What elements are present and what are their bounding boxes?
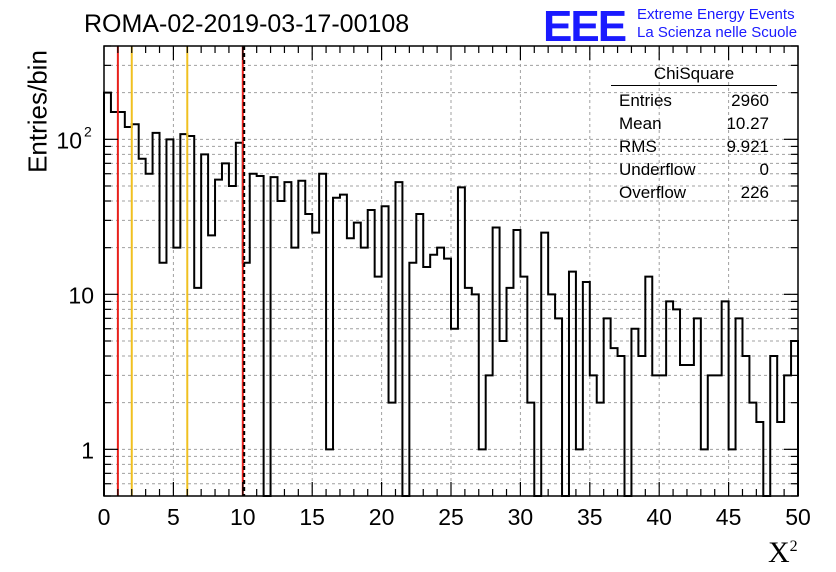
x-axis-label-base: X [768,536,790,569]
stat-label: Mean [619,114,662,133]
x-tick-label: 40 [646,504,672,530]
x-tick-label: 45 [716,504,742,530]
stat-label: Entries [619,91,672,110]
y-tick-label: 10 [68,282,94,308]
stat-value: 9.921 [726,137,769,156]
stat-value: 226 [740,183,769,202]
x-tick-label: 30 [508,504,534,530]
x-tick-label: 10 [230,504,256,530]
x-axis-label: X2 [768,536,798,570]
stat-label: Overflow [619,183,687,202]
marker-lines [116,46,246,496]
y-tick-label: 10 [56,127,82,153]
x-tick-label: 20 [369,504,395,530]
stat-label: Underflow [619,160,696,179]
stat-value: 2960 [731,91,769,110]
x-tick-label: 35 [577,504,603,530]
stat-label: RMS [619,137,657,156]
stat-value: 10.27 [726,114,769,133]
stat-row-entries: Entries 2960 [611,89,777,112]
chart-title: ROMA-02-2019-03-17-00108 [84,10,410,38]
x-axis-label-exponent: 2 [789,538,798,555]
y-tick-label-exponent: 2 [84,123,92,139]
grid-lines [104,46,798,496]
axis-ticks [103,45,799,497]
x-tick-label: 0 [98,504,111,530]
y-axis-label: Entries/bin [22,50,53,173]
histogram-outline [103,91,799,497]
eee-logo: EEE [543,2,627,51]
stats-box: ChiSquare Entries 2960 Mean 10.27 RMS 9.… [611,64,777,204]
x-tick-label: 25 [438,504,464,530]
stat-row-rms: RMS 9.921 [611,135,777,158]
x-tick-label: 5 [167,504,180,530]
histogram-series [103,91,799,497]
logo-line-2: La Scienza nelle Scuole [637,24,798,41]
logo-line-1: Extreme Energy Events [637,6,795,23]
stat-value: 0 [759,160,769,179]
y-tick-label: 1 [81,437,94,463]
x-tick-label: 50 [785,504,811,530]
stat-row-underflow: Underflow 0 [611,158,777,181]
stat-row-overflow: Overflow 226 [611,181,777,204]
stat-row-mean: Mean 10.27 [611,112,777,135]
x-tick-label: 15 [299,504,325,530]
stats-title: ChiSquare [611,64,777,86]
